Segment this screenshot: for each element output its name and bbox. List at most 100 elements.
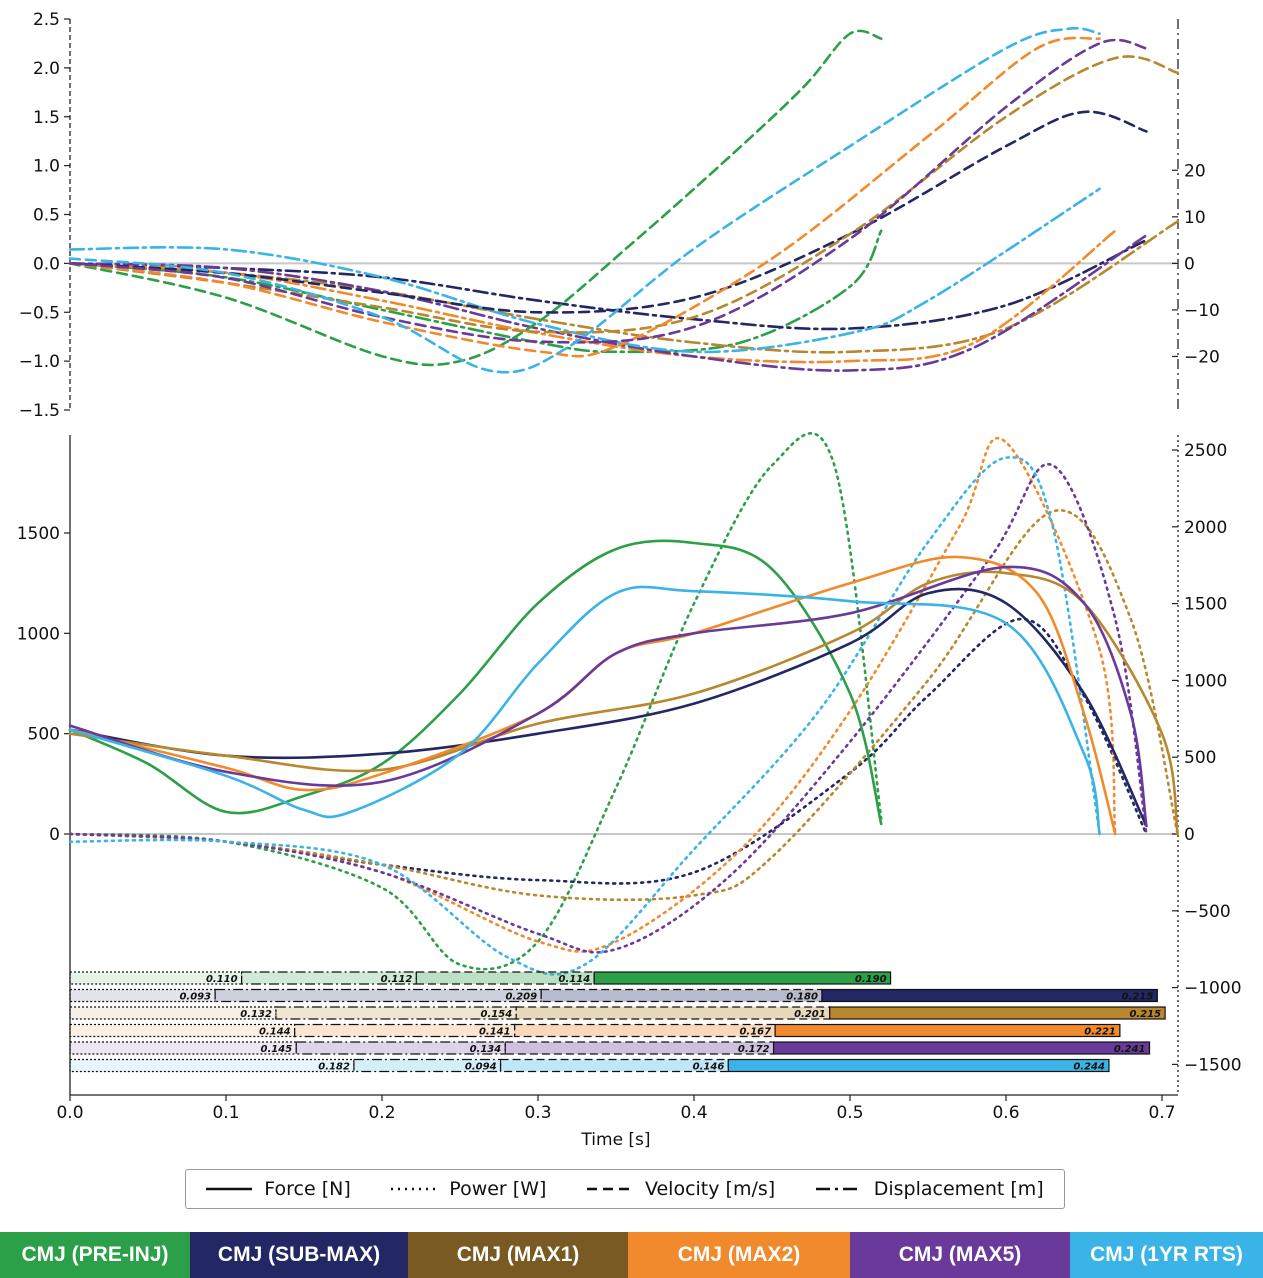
top-left-tick-label: −1.5	[19, 401, 60, 421]
force-line	[68, 565, 1148, 828]
phase-segment-label: 0.244	[1073, 1062, 1105, 1073]
legend-swatch	[391, 1187, 438, 1191]
x-tick-label: 0.2	[368, 1103, 395, 1123]
top-left-tick-label: 1.0	[33, 157, 60, 177]
condition-key-item: CMJ (MAX2)	[628, 1232, 850, 1278]
force-line	[68, 587, 1148, 828]
phase-segment-label: 0.134	[470, 1044, 502, 1055]
legend-item: Power [W]	[391, 1178, 546, 1200]
power-line	[68, 509, 1179, 902]
condition-color-key: CMJ (PRE-INJ) CMJ (SUB-MAX) CMJ (MAX1) CMJ …	[0, 1232, 1263, 1278]
phase-segment	[774, 1023, 1121, 1038]
phase-segment-label: 0.167	[739, 1027, 771, 1038]
phase-segment-label: 0.132	[240, 1009, 272, 1020]
velocity-line	[68, 110, 1148, 314]
power-line	[68, 437, 1117, 953]
phase-segment	[829, 1006, 1166, 1020]
phase-segment	[540, 988, 823, 1003]
force-line	[68, 570, 1179, 836]
top-left-tick-label: −1.0	[19, 352, 60, 372]
velocity-line	[68, 38, 1148, 344]
velocity-line	[68, 26, 1101, 374]
x-tick-label: 0.6	[992, 1103, 1019, 1123]
x-tick-label: 0.1	[212, 1103, 239, 1123]
phase-segment-label: 0.180	[786, 992, 818, 1003]
phase-segment-label: 0.146	[693, 1062, 725, 1073]
velocity-line	[68, 29, 883, 367]
bottom-right-tick-label: −1500	[1184, 1055, 1242, 1075]
top-left-tick-label: −0.5	[19, 303, 60, 323]
bottom-right-tick-label: −500	[1184, 902, 1231, 922]
bottom-left-tick-label: 0	[49, 825, 60, 845]
phase-segment-label: 0.190	[855, 974, 887, 985]
phase-segment	[772, 1041, 1151, 1055]
bottom-right-tick-label: 1000	[1184, 671, 1227, 691]
top-left-tick-label: 1.5	[33, 108, 60, 128]
phase-segment	[727, 1058, 1110, 1073]
top-right-tick-label: 20	[1184, 161, 1206, 181]
bottom-left-tick-label: 1500	[17, 524, 60, 544]
condition-key-item: CMJ (PRE-INJ)	[0, 1232, 190, 1278]
phase-segment	[821, 988, 1158, 1003]
bottom-right-tick-label: 0	[1184, 825, 1195, 845]
power-line	[68, 462, 1148, 954]
phase-segment-label: 0.114	[559, 974, 591, 985]
phase-segment-label: 0.221	[1084, 1027, 1116, 1038]
phase-segment	[69, 1023, 296, 1038]
phase-segment	[69, 988, 216, 1003]
phase-segment-label: 0.201	[794, 1009, 826, 1020]
legend-swatch	[815, 1187, 862, 1191]
phase-segment-label: 0.209	[505, 992, 537, 1003]
chart-legend: Force [N] Power [W] Velocity [m/s] Displace…	[185, 1169, 1065, 1209]
power-line	[68, 432, 883, 971]
legend-item: Force [N]	[206, 1178, 351, 1200]
top-right-tick-label: −20	[1184, 347, 1220, 367]
legend-item: Velocity [m/s]	[586, 1178, 776, 1200]
phase-segment-label: 0.094	[465, 1062, 497, 1073]
x-tick-label: 0.3	[524, 1103, 551, 1123]
velocity-line	[68, 36, 1101, 358]
condition-key-item: CMJ (SUB-MAX)	[190, 1232, 408, 1278]
force-line	[68, 555, 1117, 836]
phase-segment-label: 0.110	[206, 974, 238, 985]
phase-segment-label: 0.141	[479, 1027, 511, 1038]
top-left-tick-label: 0.5	[33, 206, 60, 226]
displacement-line	[68, 220, 1179, 354]
phase-segment	[513, 1023, 776, 1038]
phase-segment-label: 0.145	[261, 1044, 293, 1055]
phase-segment-label: 0.112	[381, 974, 413, 985]
velocity-line	[68, 55, 1179, 334]
phase-segment	[69, 1058, 355, 1073]
phase-segment	[295, 1041, 506, 1055]
legend-swatch	[206, 1187, 253, 1191]
phase-segment	[593, 971, 892, 985]
condition-key-item: CMJ (MAX5)	[850, 1232, 1070, 1278]
x-tick-label: 0.7	[1148, 1103, 1175, 1123]
bottom-right-tick-label: 500	[1184, 748, 1216, 768]
force-line	[68, 539, 883, 826]
top-left-tick-label: 0.0	[33, 254, 60, 274]
power-line	[68, 456, 1101, 976]
phase-segment-label: 0.093	[179, 992, 211, 1003]
phase-segment-label: 0.182	[318, 1062, 350, 1073]
bottom-right-tick-label: 2000	[1184, 518, 1227, 538]
displacement-line	[68, 229, 1117, 364]
phase-segment	[214, 988, 542, 1003]
legend-label: Force [N]	[264, 1178, 351, 1200]
phase-segment-label: 0.215	[1129, 1009, 1161, 1020]
condition-key-item: CMJ (1YR RTS)	[1070, 1232, 1263, 1278]
x-tick-label: 0.5	[836, 1103, 863, 1123]
top-right-tick-label: 10	[1184, 208, 1206, 228]
top-right-tick-label: −10	[1184, 301, 1220, 321]
phase-segment	[515, 1006, 831, 1020]
phase-segment	[275, 1006, 517, 1020]
phase-segment-label: 0.144	[259, 1027, 291, 1038]
legend-swatch	[586, 1187, 633, 1191]
top-left-tick-label: 2.0	[33, 59, 60, 79]
legend-label: Displacement [m]	[873, 1178, 1044, 1200]
legend-item: Displacement [m]	[815, 1178, 1044, 1200]
legend-label: Velocity [m/s]	[644, 1178, 776, 1200]
phase-segment-label: 0.172	[738, 1044, 770, 1055]
bottom-right-tick-label: 1500	[1184, 595, 1227, 615]
